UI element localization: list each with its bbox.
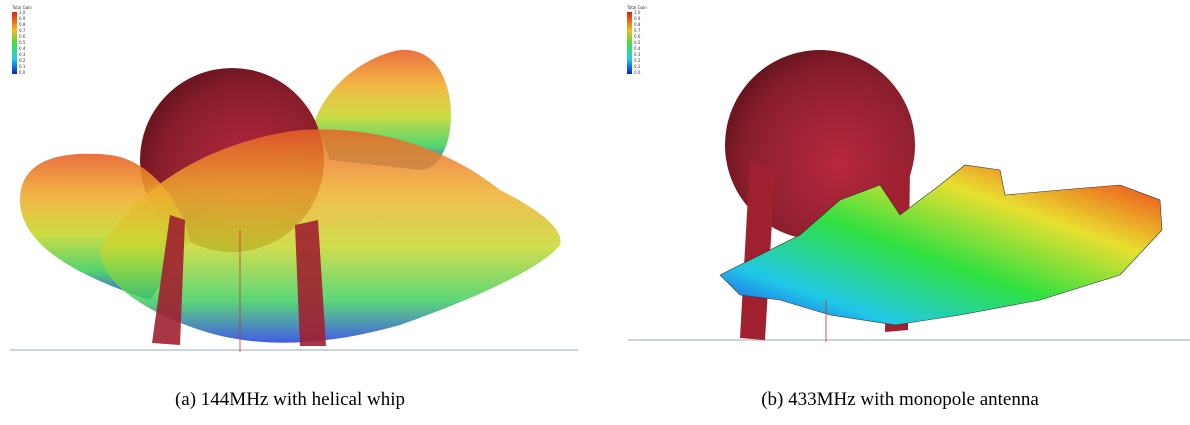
color-bar (12, 12, 17, 74)
legend-label: 0.6 (634, 34, 641, 39)
legend: Total Gain1.00.90.80.70.60.50.40.30.20.1… (626, 5, 647, 75)
legend-label: 0.1 (634, 64, 641, 69)
legend: Total Gain1.00.90.80.70.60.50.40.30.20.1… (11, 5, 32, 75)
legend-label: 0.2 (19, 58, 26, 63)
legend-label: 0.3 (19, 52, 26, 57)
legend-label: 0.8 (634, 22, 641, 27)
figure: Total Gain1.00.90.80.70.60.50.40.30.20.1… (0, 0, 1190, 425)
legend-label: 0.3 (634, 52, 641, 57)
legend-label: 0.5 (19, 40, 26, 45)
legend-label: 1.0 (19, 10, 26, 15)
legend-label: 0.6 (19, 34, 26, 39)
legend-label: 0.9 (634, 16, 641, 21)
legend-label: 0.5 (634, 40, 641, 45)
legend-label: 0.9 (19, 16, 26, 21)
legend-label: 0.0 (19, 70, 26, 75)
legend-label: 0.8 (19, 22, 26, 27)
legend-label: 0.4 (19, 46, 26, 51)
legend-label: 0.0 (634, 70, 641, 75)
panel-b: Total Gain1.00.90.80.70.60.50.40.30.20.1… (626, 5, 1190, 410)
legend-label: 1.0 (634, 10, 641, 15)
legend-label: 0.7 (634, 28, 641, 33)
panel-a: Total Gain1.00.90.80.70.60.50.40.30.20.1… (10, 5, 578, 410)
caption: (b) 433MHz with monopole antenna (761, 389, 1039, 410)
legend-label: 0.4 (634, 46, 641, 51)
legend-label: 0.7 (19, 28, 26, 33)
color-bar (627, 12, 632, 74)
legend-label: 0.2 (634, 58, 641, 63)
caption: (a) 144MHz with helical whip (175, 389, 405, 410)
legend-label: 0.1 (19, 64, 26, 69)
